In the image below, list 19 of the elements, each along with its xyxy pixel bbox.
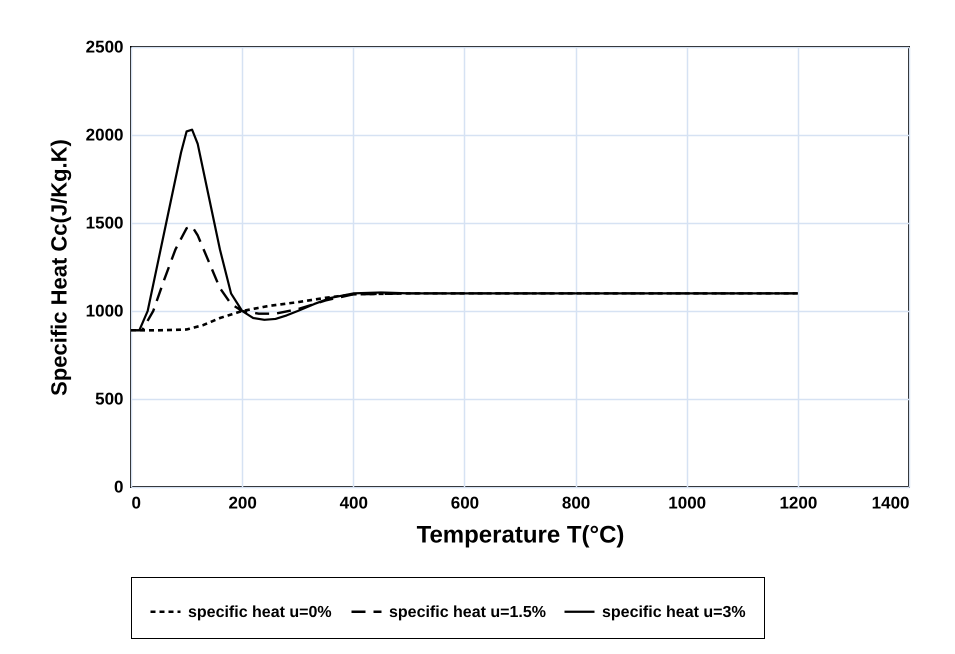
x-tick-label: 400 [340,494,368,512]
x-tick-label: 1000 [668,494,706,512]
y-tick-label: 500 [95,390,124,408]
legend-label: specific heat u=3% [602,604,746,621]
x-tick-label: 800 [562,494,590,512]
x-tick-label: 600 [450,494,480,512]
legend-label: specific heat u=0% [188,604,332,621]
y-tick-label: 2500 [86,38,124,56]
y-tick-label: 1000 [86,302,124,320]
y-axis-title: Specific Heat Cc(J/Kg.K) [46,139,72,396]
legend-label: specific heat u=1.5% [389,604,546,621]
x-tick-label: 0 [132,494,141,512]
x-axis-title: Temperature T(°C) [416,522,624,548]
x-tick-label: 1200 [779,494,818,512]
x-tick-label: 200 [228,494,257,512]
y-tick-label: 0 [114,478,124,496]
y-tick-label: 1500 [86,214,124,232]
y-tick-label: 2000 [86,126,124,144]
x-tick-label: 1400 [872,494,910,512]
